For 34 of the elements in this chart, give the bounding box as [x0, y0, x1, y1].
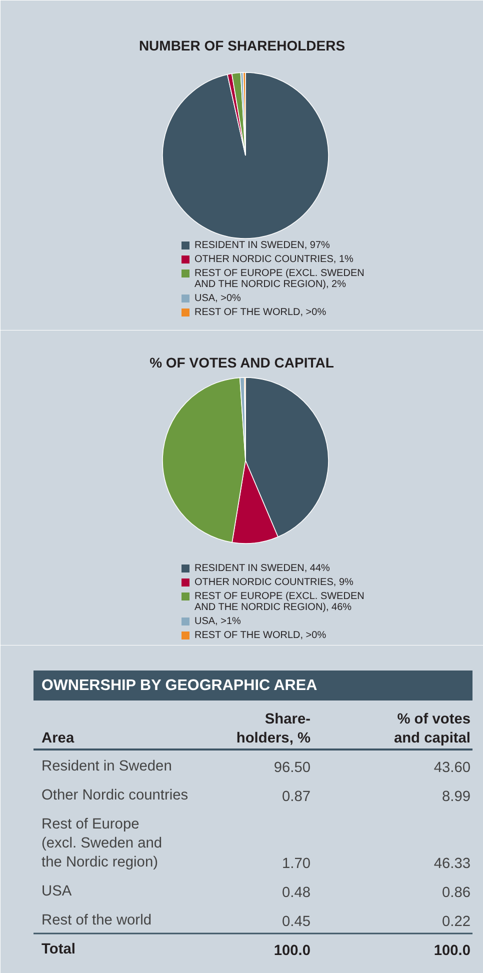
text: % of votes and capital — [394, 712, 471, 746]
chart-title: % OF VOTES AND CAPITAL — [150, 354, 334, 370]
data-label: 0.22 — [442, 914, 471, 930]
legend-label: USA, >0% — [194, 293, 242, 304]
category-label: Resident in Sweden — [42, 758, 172, 774]
data-label: 0.45 — [282, 914, 311, 930]
chart-title: NUMBER OF SHAREHOLDERS — [138, 38, 346, 54]
data-label: 1.70 — [282, 856, 311, 872]
data-label: 0.86 — [442, 885, 471, 901]
category-label: USA — [42, 884, 72, 900]
data-label: 46.33 — [434, 856, 471, 872]
data-label: 8.99 — [442, 789, 471, 805]
category-label: Rest of the world — [42, 912, 152, 928]
legend-label: REST OF EUROPE (EXCL. SWEDEN AND THE NORDIC REGION), 46% — [194, 591, 364, 613]
data-label: 96.50 — [274, 760, 311, 776]
legend-label: REST OF THE WORLD, >0% — [194, 307, 326, 318]
text: Total — [42, 942, 76, 958]
legend-label: OTHER NORDIC COUNTRIES, 9% — [194, 577, 354, 588]
category-label: Rest of Europe (excl. Sweden and the Nordic region) — [42, 816, 162, 870]
series-label: Share-holders, % — [236, 712, 311, 746]
legend-label: REST OF EUROPE (EXCL. SWEDEN AND THE NORDIC REGION), 2% — [194, 268, 364, 290]
text: 100.0 — [274, 943, 311, 959]
data-label: 0.87 — [282, 789, 311, 805]
legend-label: RESIDENT IN SWEDEN, 97% — [194, 240, 330, 251]
data-label: 0.48 — [282, 885, 311, 901]
legend-label: REST OF THE WORLD, >0% — [194, 630, 326, 641]
legend-label: USA, >1% — [194, 616, 242, 627]
category-label: Other Nordic countries — [42, 788, 188, 804]
legend-label: OTHER NORDIC COUNTRIES, 1% — [194, 254, 354, 265]
legend-label: RESIDENT IN SWEDEN, 44% — [194, 563, 330, 574]
text: Area — [42, 730, 75, 746]
text: 100.0 — [434, 943, 471, 959]
data-label: 43.60 — [434, 760, 471, 776]
text: OWNERSHIP BY GEOGRAPHIC AREA — [42, 677, 318, 694]
